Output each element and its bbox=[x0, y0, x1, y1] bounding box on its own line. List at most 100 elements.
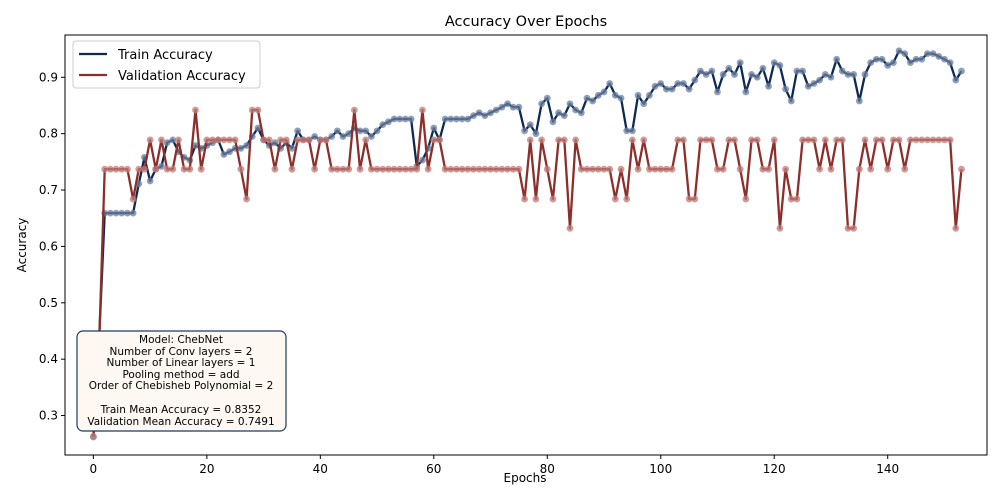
data-point bbox=[532, 195, 540, 203]
data-point bbox=[708, 136, 716, 144]
data-point bbox=[197, 165, 205, 173]
data-point bbox=[203, 136, 211, 144]
data-point bbox=[101, 165, 109, 173]
data-point bbox=[163, 165, 171, 173]
data-point bbox=[719, 71, 727, 78]
data-point bbox=[680, 80, 687, 87]
data-point bbox=[872, 55, 880, 63]
info-conv-layers: Number of Conv layers = 2 bbox=[110, 346, 253, 358]
data-point bbox=[124, 209, 131, 217]
data-point bbox=[838, 67, 846, 75]
data-point bbox=[294, 127, 302, 135]
data-point bbox=[748, 136, 755, 144]
data-point bbox=[413, 165, 421, 173]
data-point bbox=[799, 67, 806, 75]
data-point bbox=[333, 127, 341, 135]
data-point bbox=[748, 71, 755, 78]
data-point bbox=[487, 109, 494, 117]
data-point bbox=[220, 151, 228, 158]
data-point bbox=[226, 136, 233, 144]
data-point bbox=[345, 130, 353, 138]
data-point bbox=[742, 88, 750, 96]
data-point bbox=[543, 94, 551, 102]
data-point bbox=[958, 165, 965, 173]
data-point bbox=[226, 148, 233, 156]
x-tick-label: 80 bbox=[540, 462, 555, 476]
data-point bbox=[453, 165, 460, 173]
data-point bbox=[663, 85, 670, 93]
data-point bbox=[759, 165, 767, 173]
data-point bbox=[589, 165, 597, 173]
data-point bbox=[186, 165, 194, 173]
data-point bbox=[657, 165, 665, 173]
data-point bbox=[555, 109, 563, 117]
data-point bbox=[583, 94, 591, 102]
data-point bbox=[646, 91, 653, 99]
data-point bbox=[163, 139, 171, 147]
data-point bbox=[901, 165, 909, 173]
data-point bbox=[458, 115, 466, 123]
data-point bbox=[719, 165, 727, 173]
data-point bbox=[333, 165, 341, 173]
data-point bbox=[623, 195, 631, 203]
data-point bbox=[929, 50, 937, 57]
data-point bbox=[600, 88, 608, 96]
data-point bbox=[606, 165, 614, 173]
data-point bbox=[538, 100, 545, 108]
data-point bbox=[651, 165, 659, 173]
y-tick-label: 0.8 bbox=[39, 127, 58, 141]
data-point bbox=[118, 209, 126, 217]
legend-frame bbox=[72, 40, 261, 89]
data-point bbox=[555, 136, 563, 144]
data-point bbox=[742, 195, 750, 203]
data-point bbox=[328, 165, 336, 173]
data-point bbox=[470, 112, 477, 120]
data-point bbox=[731, 71, 738, 78]
data-point bbox=[577, 165, 585, 173]
data-point bbox=[106, 165, 114, 173]
data-point bbox=[736, 165, 744, 173]
data-point bbox=[498, 165, 506, 173]
data-point bbox=[367, 133, 375, 140]
data-point bbox=[311, 133, 319, 140]
data-point bbox=[924, 136, 931, 144]
data-point bbox=[543, 165, 551, 173]
x-tick-label: 120 bbox=[763, 462, 786, 476]
data-point bbox=[589, 97, 597, 105]
data-point bbox=[299, 136, 307, 144]
data-point bbox=[702, 71, 710, 78]
y-tick-label: 0.9 bbox=[39, 70, 58, 84]
data-point bbox=[214, 136, 222, 144]
data-point bbox=[958, 67, 965, 75]
data-point bbox=[271, 139, 279, 147]
data-point bbox=[628, 127, 636, 135]
data-point bbox=[458, 165, 466, 173]
data-point bbox=[611, 195, 619, 203]
data-point bbox=[288, 165, 296, 173]
data-point bbox=[668, 85, 676, 93]
data-point bbox=[884, 165, 892, 173]
data-point bbox=[373, 165, 381, 173]
data-point bbox=[810, 136, 818, 144]
data-point bbox=[907, 59, 914, 67]
data-point bbox=[504, 100, 511, 108]
data-point bbox=[192, 106, 199, 114]
data-point bbox=[402, 115, 409, 123]
data-point bbox=[753, 73, 761, 81]
data-point bbox=[776, 224, 784, 232]
data-point bbox=[441, 115, 449, 123]
data-point bbox=[305, 136, 313, 144]
data-point bbox=[821, 71, 829, 78]
data-point bbox=[572, 106, 580, 114]
legend-validation-label: Validation Accuracy bbox=[118, 69, 246, 84]
info-linear-layers: Number of Linear layers = 1 bbox=[107, 357, 256, 369]
data-point bbox=[929, 136, 937, 144]
data-point bbox=[946, 59, 954, 67]
data-point bbox=[254, 106, 262, 114]
data-point bbox=[453, 115, 460, 123]
data-point bbox=[390, 115, 398, 123]
data-point bbox=[135, 165, 143, 173]
data-point bbox=[106, 209, 114, 217]
data-point bbox=[907, 136, 914, 144]
